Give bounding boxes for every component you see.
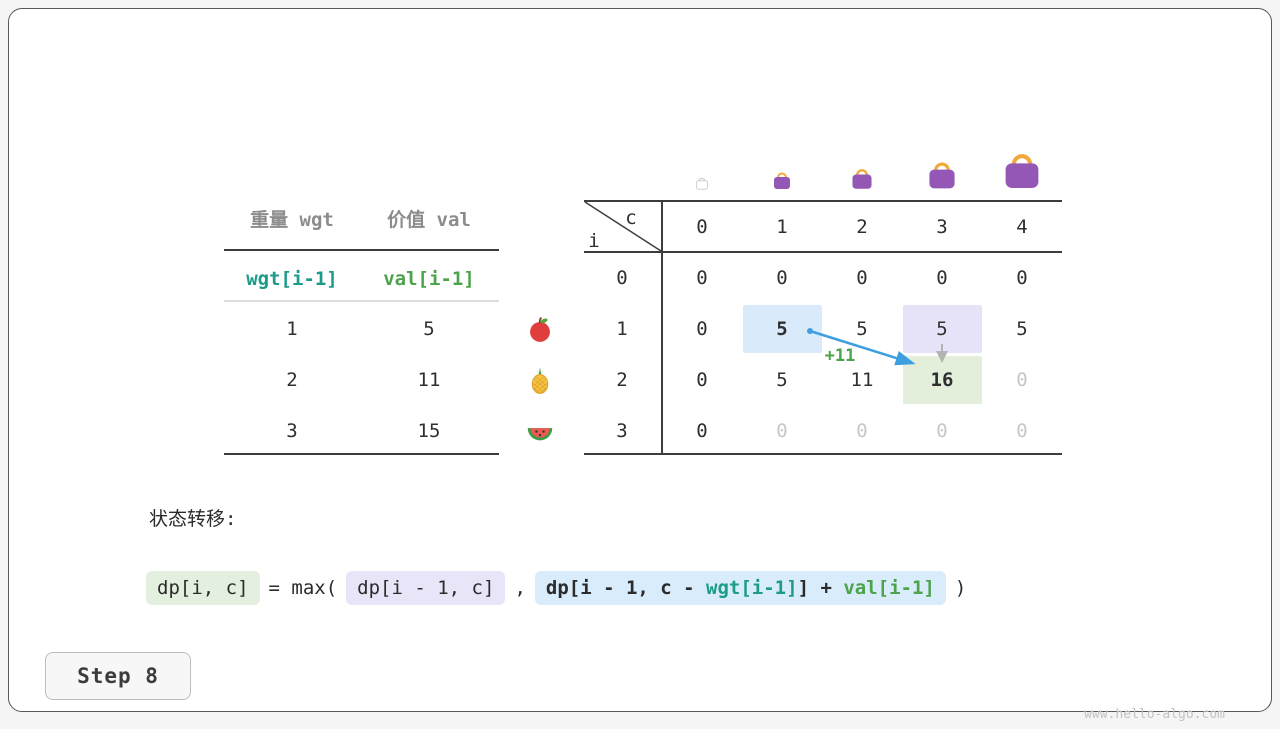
dp-row-label: 1 bbox=[616, 318, 628, 340]
items-table-header-val: 价值 val bbox=[387, 209, 471, 231]
dp-col-header: 3 bbox=[936, 216, 948, 238]
step-badge: Step 8 bbox=[45, 652, 191, 700]
highlight-cell-result-green bbox=[903, 356, 982, 404]
dp-col-header: 2 bbox=[856, 216, 868, 238]
dp-cell-result: 16 bbox=[930, 369, 954, 391]
formula-arg2-val: val[i-1] bbox=[843, 577, 935, 599]
dp-cell: 0 bbox=[856, 267, 868, 289]
item-row-val: 5 bbox=[423, 318, 435, 340]
dp-cell: 0 bbox=[776, 267, 788, 289]
dp-cell-source: 5 bbox=[776, 318, 788, 340]
transition-annotation: +11 bbox=[824, 346, 856, 366]
formula-arg2-part: ] + bbox=[797, 577, 844, 599]
dp-row-label: 3 bbox=[616, 420, 628, 442]
dp-cell: 0 bbox=[936, 267, 948, 289]
apple-icon bbox=[530, 316, 550, 342]
dp-cell: 5 bbox=[1016, 318, 1028, 340]
item-row-val: 15 bbox=[417, 420, 441, 442]
formula-eq-max: = max( bbox=[268, 577, 338, 599]
bag-icon-capacity-3 bbox=[929, 162, 955, 189]
dp-cell: 0 bbox=[1016, 369, 1028, 391]
item-row-wgt: 2 bbox=[286, 369, 298, 391]
dp-cell: 0 bbox=[936, 420, 948, 442]
dp-cell: 5 bbox=[856, 318, 868, 340]
dp-cell: 0 bbox=[856, 420, 868, 442]
transition-formula: dp[i, c] = max( dp[i - 1, c] , dp[i - 1,… bbox=[146, 571, 966, 605]
items-table-formula-val: val[i-1] bbox=[383, 268, 475, 290]
formula-comma: , bbox=[514, 577, 526, 599]
items-table-formula-wgt: wgt[i-1] bbox=[246, 268, 338, 290]
formula-arg1-chip: dp[i - 1, c] bbox=[346, 571, 506, 605]
dp-cell: 11 bbox=[850, 369, 874, 391]
item-row-val: 11 bbox=[417, 369, 441, 391]
dp-cell: 0 bbox=[696, 420, 708, 442]
dp-cell: 0 bbox=[776, 420, 788, 442]
items-table-header-wgt: 重量 wgt bbox=[250, 209, 334, 231]
formula-arg2-wgt: wgt[i-1] bbox=[706, 577, 798, 599]
pineapple-icon bbox=[531, 367, 549, 394]
dp-cell: 0 bbox=[1016, 267, 1028, 289]
dp-col-header: 4 bbox=[1016, 216, 1028, 238]
dp-corner-row-label: i bbox=[588, 230, 600, 252]
formula-arg2-part: dp[i - 1, c - bbox=[545, 577, 707, 599]
item-row-wgt: 3 bbox=[286, 420, 298, 442]
watermark-url: www.hello-algo.com bbox=[1084, 707, 1225, 722]
dp-cell-above: 5 bbox=[936, 318, 948, 340]
watermelon-icon bbox=[527, 428, 553, 441]
figure-card: 重量 wgt 价值 val wgt[i-1] val[i-1] 1 5 2 11… bbox=[8, 8, 1272, 722]
dp-col-header: 0 bbox=[696, 216, 708, 238]
bag-icon-capacity-4 bbox=[1005, 154, 1039, 188]
item-row-wgt: 1 bbox=[286, 318, 298, 340]
bag-icon-capacity-2 bbox=[852, 169, 872, 189]
formula-lhs-chip: dp[i, c] bbox=[146, 571, 260, 605]
formula-arg2-chip: dp[i - 1, c - wgt[i-1]] + val[i-1] bbox=[534, 571, 946, 605]
dp-col-header: 1 bbox=[776, 216, 788, 238]
transition-title: 状态转移: bbox=[149, 508, 237, 530]
dp-cell: 0 bbox=[696, 267, 708, 289]
dp-cell: 0 bbox=[696, 369, 708, 391]
dp-cell: 0 bbox=[1016, 420, 1028, 442]
bag-icon-capacity-1 bbox=[774, 172, 790, 189]
dp-row-label: 0 bbox=[616, 267, 628, 289]
bag-icon-capacity-0 bbox=[695, 177, 709, 190]
formula-close-paren: ) bbox=[954, 577, 967, 599]
dp-cell: 0 bbox=[696, 318, 708, 340]
dp-cell: 5 bbox=[776, 369, 788, 391]
dp-corner-col-label: c bbox=[625, 207, 637, 229]
dp-row-label: 2 bbox=[616, 369, 628, 391]
